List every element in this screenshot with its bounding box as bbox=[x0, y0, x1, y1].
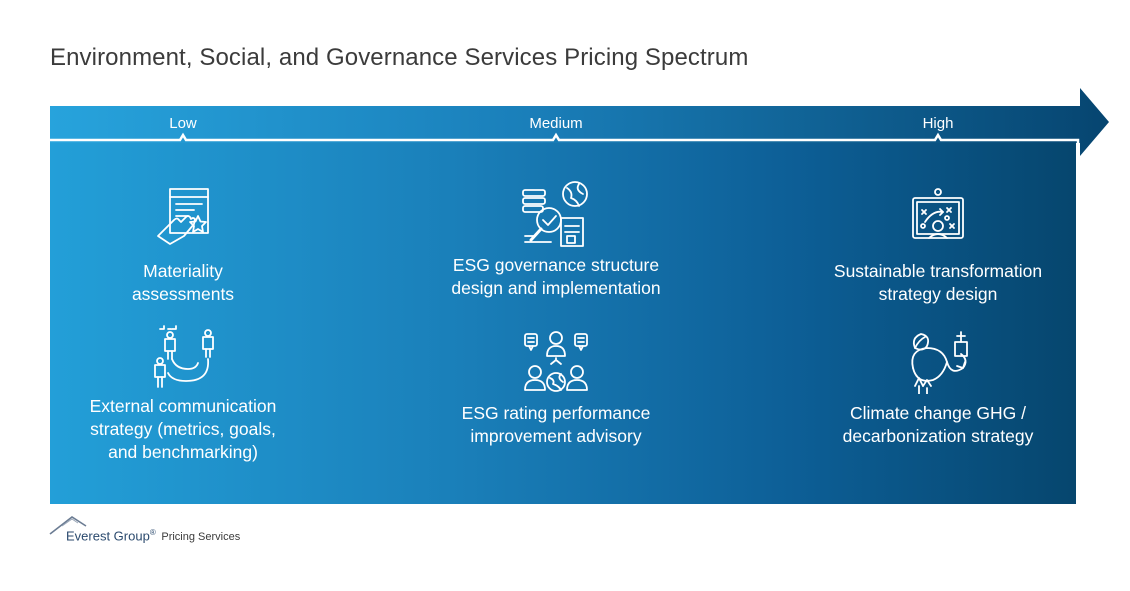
services-panel bbox=[50, 143, 1076, 504]
service-label: ESG rating performance improvement adviso… bbox=[461, 403, 651, 446]
service-label: ESG governance structure design and imple… bbox=[451, 255, 661, 298]
service-esg-rating: ESG rating performance improvement adviso… bbox=[436, 328, 676, 448]
brand-service: Pricing Services bbox=[161, 531, 241, 544]
decarbonization-cycle-icon bbox=[911, 331, 968, 394]
service-label: External communication strategy (metrics,… bbox=[89, 396, 277, 462]
service-esg-governance: ESG governance structure design and imple… bbox=[436, 180, 676, 300]
service-label: Materiality assessments bbox=[131, 261, 235, 304]
level-medium: Medium bbox=[529, 115, 583, 132]
everest-group-logo: Everest Group® Pricing Services bbox=[48, 514, 288, 544]
people-rating-globe-icon bbox=[524, 331, 588, 392]
registered-mark: ® bbox=[149, 528, 156, 537]
mountain-logo-icon bbox=[49, 516, 87, 535]
service-label: Climate change GHG / decarbonization stra… bbox=[842, 403, 1034, 446]
pricing-arrow bbox=[50, 88, 1109, 156]
people-communication-icon bbox=[154, 325, 214, 388]
service-materiality: Materiality assessments bbox=[63, 186, 303, 306]
level-high: High bbox=[922, 115, 954, 132]
service-climate-change: Climate change GHG / decarbonization stra… bbox=[818, 328, 1058, 448]
brand-name: Everest Group bbox=[66, 528, 150, 544]
service-external-communication: External communication strategy (metrics,… bbox=[63, 323, 303, 464]
magnifier-check-globe-icon bbox=[522, 181, 588, 247]
service-label: Sustainable transformation strategy desig… bbox=[833, 261, 1043, 304]
level-low: Low bbox=[169, 115, 197, 132]
page-title: Environment, Social, and Governance Serv… bbox=[50, 44, 749, 71]
service-sustainable-transformation: Sustainable transformation strategy desig… bbox=[818, 186, 1058, 306]
touch-screen-star-icon bbox=[157, 188, 209, 245]
strategy-board-presenter-icon bbox=[912, 188, 964, 239]
